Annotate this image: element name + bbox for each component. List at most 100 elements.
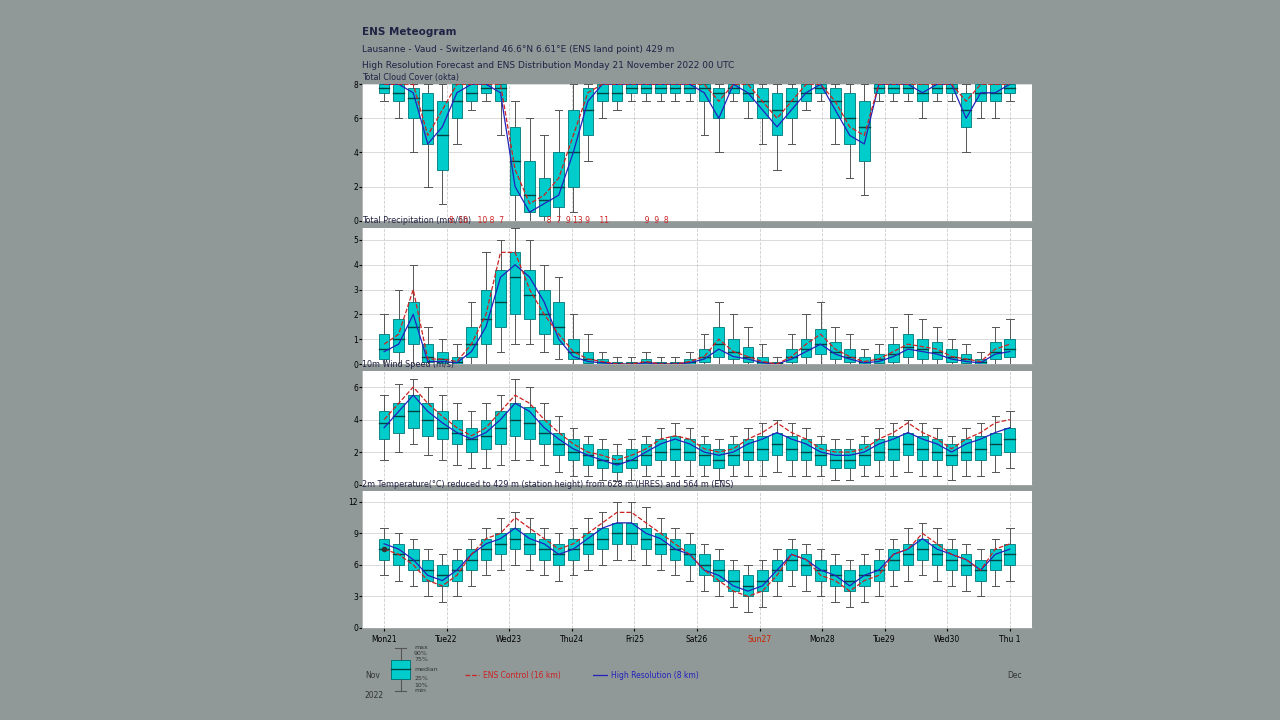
Bar	[699, 554, 709, 575]
Bar	[481, 289, 492, 344]
Bar	[961, 354, 972, 363]
Text: ENS Meteogram: ENS Meteogram	[362, 27, 457, 37]
Bar	[393, 403, 404, 433]
Bar	[961, 439, 972, 460]
Text: High Resolution Forecast and ENS Distribution Monday 21 November 2022 00 UTC: High Resolution Forecast and ENS Distrib…	[362, 61, 735, 71]
Bar	[815, 84, 826, 93]
Bar	[989, 433, 1001, 455]
Bar	[713, 88, 724, 118]
Bar	[801, 439, 812, 460]
Bar	[452, 84, 462, 118]
Bar	[742, 84, 753, 102]
Bar	[756, 570, 768, 591]
Bar	[393, 544, 404, 565]
Bar	[728, 339, 739, 359]
Bar	[669, 539, 681, 559]
Bar	[596, 528, 608, 549]
Bar	[975, 84, 986, 102]
Bar	[859, 356, 869, 364]
Text: median: median	[413, 667, 438, 672]
Bar	[859, 444, 869, 465]
Text: 2022: 2022	[365, 691, 384, 700]
Bar	[801, 84, 812, 102]
Text: 25%: 25%	[413, 677, 428, 681]
Bar	[918, 339, 928, 359]
Bar	[582, 351, 593, 363]
Bar	[509, 528, 521, 549]
Bar	[509, 252, 521, 315]
Text: ENS Control (16 km): ENS Control (16 km)	[483, 671, 561, 680]
Bar	[961, 554, 972, 575]
Bar	[845, 349, 855, 361]
Bar	[873, 559, 884, 580]
Text: Dec: Dec	[1007, 671, 1021, 680]
Bar	[742, 575, 753, 596]
Bar	[801, 339, 812, 356]
Text: 10m Wind Speed (m/s): 10m Wind Speed (m/s)	[362, 360, 454, 369]
Bar	[525, 534, 535, 554]
Bar	[539, 178, 549, 215]
Bar	[582, 444, 593, 465]
Bar	[436, 351, 448, 363]
Text: Lausanne - Vaud - Switzerland 46.6°N 6.61°E (ENS land point) 429 m: Lausanne - Vaud - Switzerland 46.6°N 6.6…	[362, 45, 675, 53]
Bar	[408, 88, 419, 118]
Bar	[845, 570, 855, 591]
Bar	[918, 84, 928, 102]
Bar	[641, 84, 652, 93]
Bar	[422, 344, 433, 361]
Bar	[728, 570, 739, 591]
Bar	[801, 554, 812, 575]
Bar	[525, 161, 535, 212]
Bar	[452, 356, 462, 364]
Bar	[408, 395, 419, 428]
Bar	[612, 523, 622, 544]
Bar	[1005, 339, 1015, 356]
Bar	[422, 403, 433, 436]
Bar	[829, 88, 841, 118]
Bar	[815, 329, 826, 354]
Bar	[975, 436, 986, 460]
Bar	[685, 439, 695, 460]
Bar	[596, 449, 608, 468]
Bar	[859, 102, 869, 161]
Bar	[699, 84, 709, 102]
Bar	[989, 549, 1001, 570]
Bar	[525, 270, 535, 320]
Bar	[596, 359, 608, 364]
Bar	[815, 444, 826, 465]
Bar	[888, 344, 899, 361]
Bar	[408, 302, 419, 344]
Bar	[466, 428, 476, 452]
Bar	[641, 444, 652, 465]
Bar	[393, 320, 404, 351]
Bar	[392, 660, 410, 679]
Bar	[873, 439, 884, 460]
Bar	[568, 110, 579, 186]
Bar	[1005, 84, 1015, 93]
Bar	[932, 84, 942, 93]
Bar	[742, 346, 753, 361]
Bar	[685, 84, 695, 93]
Bar	[888, 436, 899, 460]
Bar	[466, 84, 476, 102]
Bar	[888, 549, 899, 570]
Bar	[902, 84, 913, 93]
Bar	[568, 539, 579, 559]
Bar	[786, 436, 797, 460]
Bar	[539, 420, 549, 444]
Bar	[728, 444, 739, 465]
Bar	[946, 84, 957, 93]
Bar	[699, 349, 709, 361]
Bar	[713, 559, 724, 580]
Bar	[932, 342, 942, 359]
Text: Nov: Nov	[365, 671, 380, 680]
Bar	[655, 439, 666, 460]
Bar	[888, 84, 899, 93]
Bar	[946, 349, 957, 361]
Bar	[918, 539, 928, 559]
Bar	[685, 544, 695, 565]
Bar	[436, 565, 448, 586]
Bar	[655, 84, 666, 93]
Bar	[626, 361, 637, 364]
Bar	[408, 549, 419, 570]
